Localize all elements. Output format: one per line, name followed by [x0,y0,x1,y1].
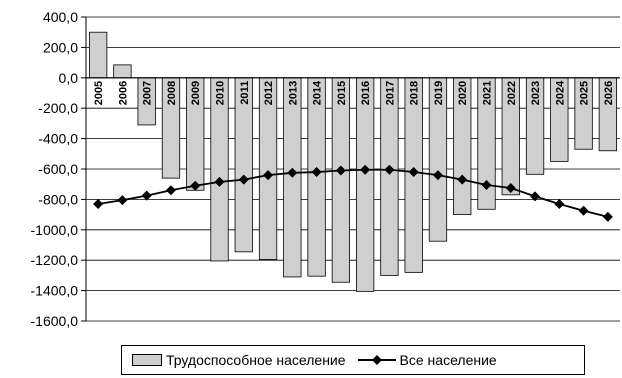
line-path [97,168,609,218]
bar-2006 [113,64,132,79]
y-tick-label: -600,0 [38,161,78,177]
legend-bar-swatch [132,354,162,366]
line-point-2010 [214,176,225,187]
y-tick-label: -1400,0 [31,283,79,299]
legend-item-bars: Трудоспособное население [132,352,346,368]
category-label-2013: 2013 [287,81,299,105]
line-point-2024 [554,198,565,209]
legend-line-swatch [357,355,396,365]
bar-2015 [331,77,351,283]
line-point-2011 [238,174,249,185]
line-point-2018 [408,167,419,178]
line-point-2022 [505,183,516,193]
category-label-2020: 2020 [457,81,469,105]
category-label-2016: 2016 [360,81,372,105]
bar-2016 [355,77,375,292]
y-tick-label: 0,0 [59,70,79,86]
category-labels: 2005 2006 2007 2008 2009 2010 2011 2012 2013 2014… [93,80,615,105]
line-point-2021 [481,179,492,190]
category-label-2024: 2024 [554,80,566,105]
y-tick-label: -1600,0 [31,313,79,329]
y-tick-label: 400,0 [43,9,78,25]
line-point-2008 [165,185,176,196]
y-tick-label: -1000,0 [31,222,79,238]
category-label-2026: 2026 [603,81,615,105]
y-axis-ticks: 400,0 200,0 0,0 -200,0 -400,0 -600,0 -800,0 -10… [31,9,86,329]
line-point-2023 [530,191,541,202]
legend: Трудоспособное население Все население [121,345,585,375]
category-label-2005: 2005 [93,81,105,105]
line-point-2017 [384,164,395,175]
category-label-2025: 2025 [579,81,591,105]
bar-2005 [88,31,108,79]
category-label-2022: 2022 [506,81,518,105]
bars [88,31,618,292]
line-point-2013 [287,167,298,178]
line-point-2006 [117,195,128,206]
y-tick-label: -1200,0 [31,252,79,268]
category-label-2018: 2018 [409,81,421,105]
line-point-2019 [432,170,443,181]
line-point-2020 [457,174,468,185]
category-label-2017: 2017 [384,81,396,105]
category-label-2008: 2008 [166,81,178,105]
y-tick-label: -400,0 [38,131,78,147]
line-point-2012 [263,170,274,181]
y-tick-label: -200,0 [38,100,78,116]
category-label-2019: 2019 [433,81,445,105]
line-point-2016 [360,164,371,175]
line-point-2005 [93,198,104,209]
y-tick-label: 200,0 [43,39,78,55]
category-label-2023: 2023 [530,81,542,105]
axes [85,17,620,321]
category-label-2021: 2021 [482,81,494,105]
legend-item-line: Все население [357,352,497,368]
line-point-2026 [602,211,613,222]
category-label-2006: 2006 [117,81,129,105]
category-label-2007: 2007 [142,81,154,105]
category-label-2015: 2015 [336,81,348,105]
line-point-2007 [141,190,152,201]
bar-2017 [380,77,399,276]
category-label-2012: 2012 [263,81,275,105]
legend-label-bars: Трудоспособное население [166,352,346,368]
category-label-2014: 2014 [312,80,324,105]
category-label-2010: 2010 [215,81,227,105]
y-tick-label: -800,0 [38,191,78,207]
line-series [93,164,613,222]
category-label-2011: 2011 [239,81,251,105]
line-point-2025 [578,205,589,216]
category-label-2009: 2009 [190,81,202,105]
line-point-2014 [311,167,322,178]
line-point-2015 [335,165,346,176]
line-point-2009 [190,180,201,191]
legend-label-line: Все население [399,352,497,368]
